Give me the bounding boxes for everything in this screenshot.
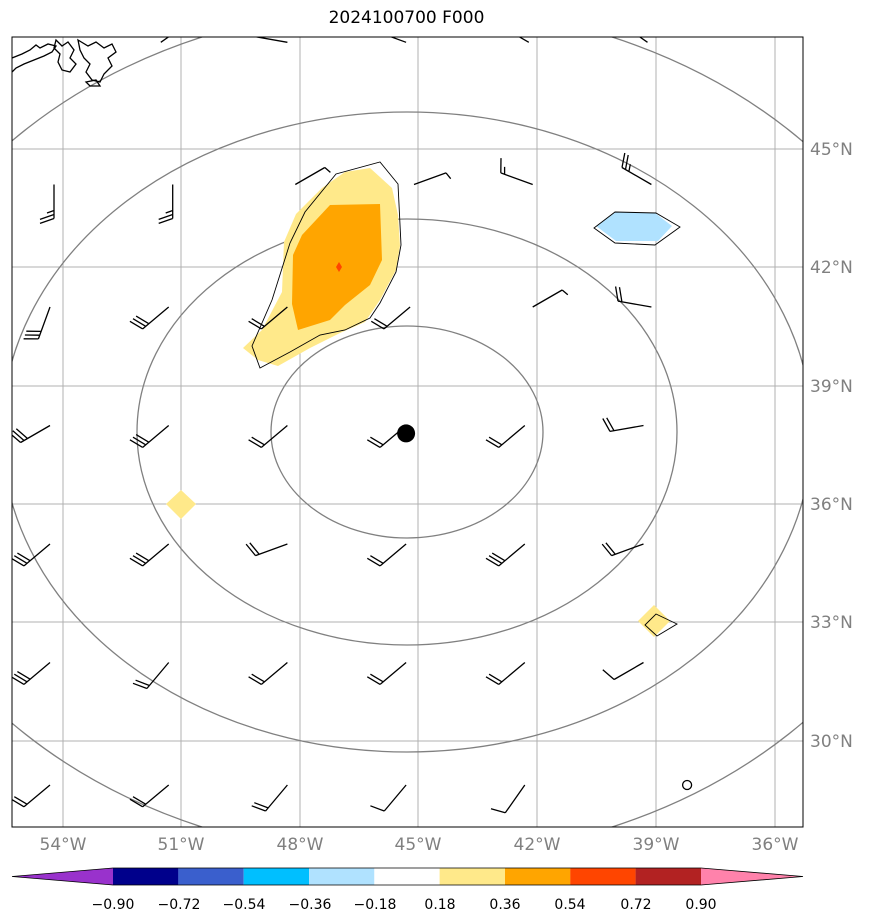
colorbar-segment xyxy=(113,868,179,885)
lon-label: 51°W xyxy=(158,835,205,855)
lon-label: 42°W xyxy=(514,835,561,855)
wind-barb xyxy=(12,543,51,567)
wind-barb xyxy=(370,306,411,330)
colorbar-tick-label: 0.72 xyxy=(620,897,651,913)
colorbar-tick-label: 0.36 xyxy=(489,897,520,913)
colorbar-extend-low xyxy=(12,868,113,885)
wind-barb xyxy=(389,37,407,43)
wind-barb xyxy=(485,662,526,685)
lat-label: 36°N xyxy=(810,495,853,515)
lat-label: 42°N xyxy=(810,258,853,278)
wind-barb xyxy=(248,662,288,685)
colorbar-tick-labels: −0.90 −0.72 −0.54 −0.36 −0.18 0.18 0.36 … xyxy=(92,897,717,913)
lon-label: 48°W xyxy=(277,835,324,855)
colorbar-tick-label: 0.90 xyxy=(685,897,716,913)
wind-barb xyxy=(490,784,526,814)
wind-barb xyxy=(12,662,51,685)
colorbar-outline xyxy=(11,867,804,886)
longitude-labels: 54°W 51°W 48°W 45°W 42°W 39°W 36°W xyxy=(40,835,799,855)
colorbar-tick-label: −0.54 xyxy=(223,897,266,913)
wind-barb xyxy=(245,542,288,557)
wind-barb xyxy=(485,543,526,567)
wind-barb xyxy=(12,424,51,444)
map-area xyxy=(12,37,803,827)
lat-label: 39°N xyxy=(810,377,853,397)
lon-label: 54°W xyxy=(40,835,87,855)
contour-fill-blue xyxy=(596,212,672,241)
contour-fill-yellow-small-east xyxy=(638,605,670,637)
gridlines xyxy=(12,37,803,827)
colorbar xyxy=(11,867,804,886)
wind-barb xyxy=(129,425,170,448)
wind-barb xyxy=(518,37,530,43)
lat-label: 33°N xyxy=(810,613,853,633)
colorbar-tick-label: 0.54 xyxy=(554,897,585,913)
wind-barb xyxy=(132,662,170,690)
wind-barb xyxy=(248,306,288,330)
wind-barb xyxy=(366,543,407,567)
colorbar-segment xyxy=(178,868,244,885)
colorbar-tick-label: −0.90 xyxy=(92,897,135,913)
wind-barb xyxy=(614,286,652,308)
colorbar-tick-label: 0.18 xyxy=(424,897,455,913)
colorbar-tick-label: −0.18 xyxy=(354,897,397,913)
colorbar-segment xyxy=(243,868,310,885)
wind-barb-calm xyxy=(681,779,693,791)
wind-barb xyxy=(294,166,331,186)
wind-barb xyxy=(413,172,452,186)
colorbar-segment xyxy=(570,868,636,885)
map-title: 2024100700 F000 xyxy=(328,8,485,28)
lon-label: 36°W xyxy=(752,835,799,855)
lat-label: 30°N xyxy=(810,732,853,752)
wind-barb xyxy=(366,662,407,685)
colorbar-segment xyxy=(635,868,701,885)
map-frame xyxy=(11,36,804,828)
wind-barb xyxy=(129,543,170,567)
wind-barb xyxy=(23,306,51,340)
latitude-labels: 45°N 42°N 39°N 36°N 33°N 30°N xyxy=(810,140,853,752)
colorbar-extend-high xyxy=(701,868,803,885)
wind-barb xyxy=(601,542,644,557)
lon-label: 39°W xyxy=(633,835,680,855)
colorbar-tick-label: −0.72 xyxy=(158,897,201,913)
colorbar-segment xyxy=(439,868,505,885)
colorbar-segment xyxy=(374,868,440,885)
wind-barb xyxy=(602,661,644,681)
colorbar-segment xyxy=(309,868,375,885)
wind-barb xyxy=(485,425,526,448)
wind-barb xyxy=(160,37,170,43)
wind-barb xyxy=(253,37,288,43)
wind-barb xyxy=(621,152,652,186)
wind-barb xyxy=(602,417,644,433)
colorbar-segment xyxy=(505,868,571,885)
colorbar-tick-label: −0.36 xyxy=(289,897,332,913)
wind-barb xyxy=(500,158,533,186)
wind-barb xyxy=(129,306,170,330)
storm-center-marker xyxy=(397,424,416,443)
lon-label: 45°W xyxy=(395,835,442,855)
wind-barbs xyxy=(12,37,693,814)
range-rings xyxy=(12,37,803,827)
wind-barb xyxy=(12,784,51,808)
wind-barb xyxy=(158,184,174,225)
contour-fill-yellow-small-west xyxy=(166,490,196,519)
lat-label: 45°N xyxy=(810,140,853,160)
wind-barb xyxy=(251,784,288,812)
wind-barb xyxy=(248,425,288,448)
wind-barb xyxy=(532,289,569,308)
wind-barb xyxy=(39,184,55,225)
wind-barb xyxy=(129,784,170,808)
wind-barb xyxy=(370,784,407,812)
coastline xyxy=(12,38,117,87)
filled-contours xyxy=(166,168,672,637)
contour-lines xyxy=(251,161,681,637)
contour-fill-red-dot xyxy=(336,262,342,272)
